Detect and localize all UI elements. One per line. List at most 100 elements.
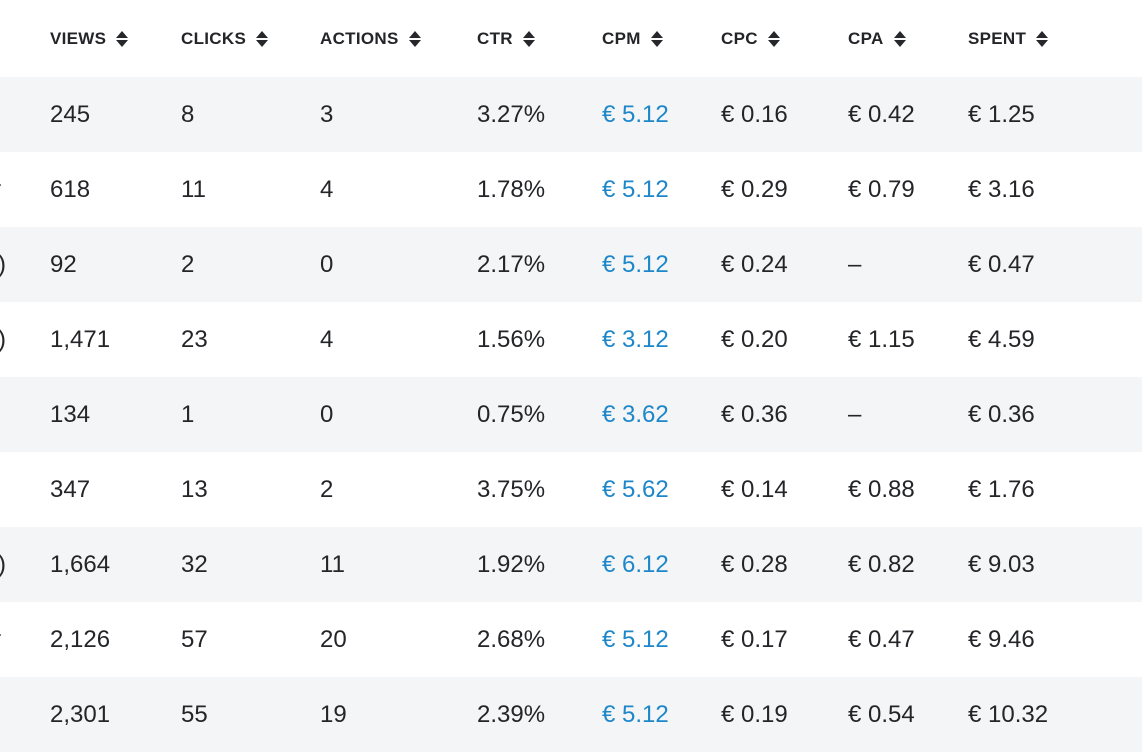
cpa-cell: € 1.15: [848, 325, 915, 353]
actions-cell: 0: [320, 400, 334, 428]
sort-icon: [767, 30, 780, 47]
clicks-cell: 8: [181, 100, 195, 128]
clicks-cell: 23: [181, 325, 208, 353]
cpc-cell: € 0.16: [721, 100, 788, 128]
column-label: CLICKS: [181, 28, 247, 48]
ctr-cell: 2.68%: [477, 625, 546, 653]
spent-cell: € 9.03: [968, 550, 1035, 578]
column-header-cpa[interactable]: CPA: [848, 29, 968, 49]
table-row: ) 1,664 32 11 1.92% € 6.12 € 0.28 € 0.82…: [0, 527, 1142, 602]
clicks-cell: 55: [181, 700, 208, 728]
cpc-cell: € 0.14: [721, 475, 788, 503]
cpc-cell: € 0.17: [721, 625, 788, 653]
actions-cell: 4: [320, 325, 334, 353]
column-header-cpc[interactable]: CPC: [721, 29, 848, 49]
row-edge-fragment: ): [0, 227, 6, 302]
row-edge-fragment: ): [0, 302, 6, 377]
actions-cell: 19: [320, 700, 347, 728]
column-header-ctr[interactable]: CTR: [477, 29, 602, 49]
views-cell: 245: [50, 100, 91, 128]
spent-cell: € 3.16: [968, 175, 1035, 203]
cpa-cell: € 0.88: [848, 475, 915, 503]
cpm-link[interactable]: € 5.62: [602, 475, 669, 503]
spent-cell: € 1.76: [968, 475, 1035, 503]
table-row: 134 1 0 0.75% € 3.62 € 0.36 – € 0.36: [0, 377, 1142, 452]
spent-cell: € 1.25: [968, 100, 1035, 128]
cpm-link[interactable]: € 3.12: [602, 325, 669, 353]
ctr-cell: 0.75%: [477, 400, 546, 428]
cpm-link[interactable]: € 5.12: [602, 250, 669, 278]
views-cell: 618: [50, 175, 91, 203]
cpa-cell: € 0.54: [848, 700, 915, 728]
views-cell: 2,301: [50, 700, 111, 728]
table-row: ) 92 2 0 2.17% € 5.12 € 0.24 – € 0.47: [0, 227, 1142, 302]
cpm-link[interactable]: € 5.12: [602, 175, 669, 203]
actions-cell: 4: [320, 175, 334, 203]
row-edge-fragment: r: [0, 152, 1, 227]
table-row: 347 13 2 3.75% € 5.62 € 0.14 € 0.88 € 1.…: [0, 452, 1142, 527]
spent-cell: € 0.36: [968, 400, 1035, 428]
cpm-link[interactable]: € 5.12: [602, 700, 669, 728]
ctr-cell: 1.92%: [477, 550, 546, 578]
clicks-cell: 32: [181, 550, 208, 578]
column-header-cpm[interactable]: CPM: [602, 29, 721, 49]
ctr-cell: 3.27%: [477, 100, 546, 128]
column-label: CPC: [721, 28, 758, 48]
column-label: VIEWS: [50, 28, 107, 48]
cpm-link[interactable]: € 5.12: [602, 625, 669, 653]
cpa-cell: € 0.42: [848, 100, 915, 128]
spent-cell: € 10.32: [968, 700, 1049, 728]
cpm-link[interactable]: € 6.12: [602, 550, 669, 578]
ctr-cell: 1.56%: [477, 325, 546, 353]
table-row: 245 8 3 3.27% € 5.12 € 0.16 € 0.42 € 1.2…: [0, 77, 1142, 152]
cpm-link[interactable]: € 3.62: [602, 400, 669, 428]
table-row: r 618 11 4 1.78% € 5.12 € 0.29 € 0.79 € …: [0, 152, 1142, 227]
clicks-cell: 13: [181, 475, 208, 503]
column-header-views[interactable]: VIEWS: [50, 29, 181, 49]
cpc-cell: € 0.20: [721, 325, 788, 353]
actions-cell: 2: [320, 475, 334, 503]
views-cell: 1,471: [50, 325, 111, 353]
views-cell: 347: [50, 475, 91, 503]
ctr-cell: 3.75%: [477, 475, 546, 503]
table-row: r 2,126 57 20 2.68% € 5.12 € 0.17 € 0.47…: [0, 602, 1142, 677]
cpm-link[interactable]: € 5.12: [602, 100, 669, 128]
spent-cell: € 9.46: [968, 625, 1035, 653]
sort-icon: [893, 30, 906, 47]
views-cell: 92: [50, 250, 77, 278]
column-label: ACTIONS: [320, 28, 399, 48]
table-header-row: VIEWS CLICKS ACTIONS CTR CPM CPC CPA SP: [0, 0, 1142, 77]
views-cell: 134: [50, 400, 91, 428]
actions-cell: 0: [320, 250, 334, 278]
sort-icon: [522, 30, 535, 47]
column-header-actions[interactable]: ACTIONS: [320, 29, 477, 49]
column-label: CTR: [477, 28, 513, 48]
column-header-spent[interactable]: SPENT: [968, 29, 1142, 49]
ctr-cell: 1.78%: [477, 175, 546, 203]
clicks-cell: 1: [181, 400, 195, 428]
actions-cell: 20: [320, 625, 347, 653]
cpa-cell: –: [848, 400, 862, 428]
cpc-cell: € 0.28: [721, 550, 788, 578]
table-row: ) 1,471 23 4 1.56% € 3.12 € 0.20 € 1.15 …: [0, 302, 1142, 377]
column-header-clicks[interactable]: CLICKS: [181, 29, 320, 49]
cpc-cell: € 0.24: [721, 250, 788, 278]
clicks-cell: 57: [181, 625, 208, 653]
cpc-cell: € 0.29: [721, 175, 788, 203]
cpc-cell: € 0.36: [721, 400, 788, 428]
sort-icon: [256, 30, 269, 47]
sort-icon: [1036, 30, 1049, 47]
row-edge-fragment: r: [0, 602, 1, 677]
ctr-cell: 2.39%: [477, 700, 546, 728]
cpa-cell: € 0.47: [848, 625, 915, 653]
cpa-cell: –: [848, 250, 862, 278]
spent-cell: € 4.59: [968, 325, 1035, 353]
column-label: SPENT: [968, 28, 1027, 48]
sort-icon: [650, 30, 663, 47]
row-edge-fragment: ): [0, 527, 6, 602]
sort-icon: [116, 30, 129, 47]
spent-cell: € 0.47: [968, 250, 1035, 278]
cpc-cell: € 0.19: [721, 700, 788, 728]
actions-cell: 11: [320, 550, 345, 578]
table-row: 2,301 55 19 2.39% € 5.12 € 0.19 € 0.54 €…: [0, 677, 1142, 752]
